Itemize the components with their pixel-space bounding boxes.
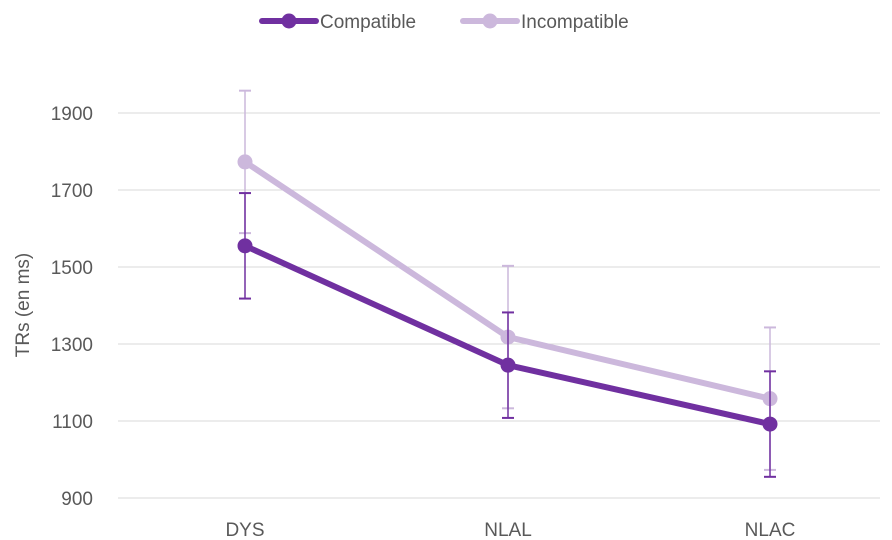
legend-swatch-marker-incompatible xyxy=(482,13,498,29)
x-axis-ticks: DYS NLAL NLAC xyxy=(225,520,795,540)
legend: Compatible Incompatible xyxy=(259,12,629,33)
x-tick-label-nlal: NLAL xyxy=(484,520,532,540)
legend-item-incompatible: Incompatible xyxy=(460,12,629,33)
data-point-compatible-nlac xyxy=(762,416,778,432)
x-tick-label-nlac: NLAC xyxy=(745,520,796,540)
data-point-compatible-nlal xyxy=(500,357,516,373)
data-point-incompatible-dys xyxy=(237,154,253,170)
legend-swatch-marker-compatible xyxy=(281,13,297,29)
series-layer xyxy=(237,89,778,478)
y-tick-label-1300: 1300 xyxy=(51,335,93,356)
y-tick-label-1100: 1100 xyxy=(52,412,93,433)
y-tick-label-1900: 1900 xyxy=(51,104,93,125)
x-tick-label-dys: DYS xyxy=(225,520,264,540)
y-axis-ticks: 900 1100 1300 1500 1700 1900 xyxy=(51,104,93,510)
y-axis-label: TRs (en ms) xyxy=(13,253,34,358)
y-tick-label-900: 900 xyxy=(61,489,93,510)
legend-item-compatible: Compatible xyxy=(259,12,416,33)
legend-label-incompatible: Incompatible xyxy=(521,12,629,33)
data-point-compatible-dys xyxy=(237,238,253,254)
y-tick-label-1700: 1700 xyxy=(51,181,93,202)
series-compatible xyxy=(237,192,778,478)
gridlines xyxy=(118,112,880,499)
y-tick-label-1500: 1500 xyxy=(51,258,93,279)
legend-label-compatible: Compatible xyxy=(320,12,416,33)
